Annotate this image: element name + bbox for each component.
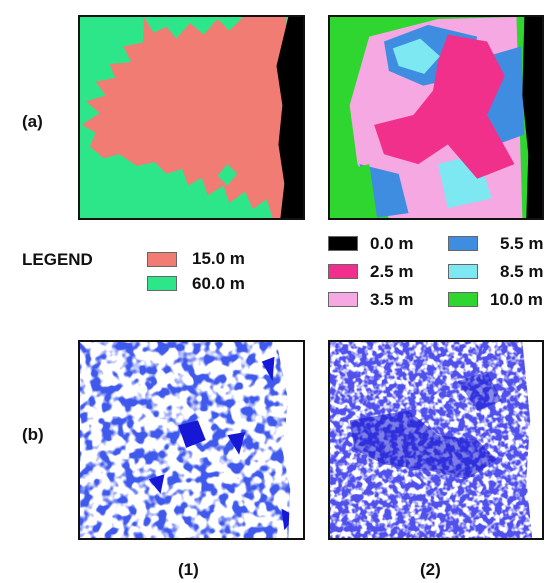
legend-swatch-15m	[147, 252, 177, 267]
legend-title: LEGEND	[22, 250, 93, 269]
map-a1-region-15m-hole	[217, 164, 238, 186]
map-a1-region-15m	[81, 17, 289, 218]
legend-swatch-3-5m	[328, 292, 358, 307]
legend-swatch-10m	[448, 292, 478, 307]
legend-label-3-5m: 3.5 m	[370, 290, 414, 309]
legend-label-0m: 0.0 m	[370, 234, 414, 253]
map-b1-cell-texture	[78, 340, 305, 540]
map-a2-region-2-5m	[374, 34, 515, 179]
map-b1-dark-cell	[148, 474, 165, 494]
legend-label-2-5m: 2.5 m	[370, 262, 414, 281]
map-b1-edge	[276, 342, 303, 538]
legend-label-10m: 10.0 m	[490, 290, 543, 309]
map-b2-dense-region	[349, 410, 497, 480]
legend-label-8-5m: 8.5 m	[500, 262, 544, 281]
map-a2-region-0m	[522, 17, 542, 218]
map-a1-region-0m	[276, 17, 303, 218]
legend-swatch-0m	[328, 236, 358, 251]
map-b2-edge	[522, 342, 542, 538]
map-a2-region-8-5m-a	[392, 38, 440, 74]
legend-label-60m: 60.0 m	[192, 274, 245, 293]
map-b1-dark-cell	[178, 420, 206, 448]
map-b2-dense-texture	[328, 340, 544, 540]
map-a2-region-10m-b	[330, 164, 378, 218]
column-label-2: (2)	[420, 560, 441, 579]
legend-swatch-60m	[147, 276, 177, 291]
map-a1-two-class	[78, 15, 305, 220]
legend-swatch-8-5m	[448, 264, 478, 279]
map-b1-dark-cell	[261, 356, 275, 382]
row-label-b: (b)	[22, 425, 44, 444]
column-label-1: (1)	[178, 560, 199, 579]
map-b1-dark-cell	[281, 508, 297, 531]
legend-label-15m: 15.0 m	[192, 249, 245, 268]
legend-swatch-5-5m	[448, 236, 478, 251]
map-b1-dark-cell	[227, 432, 246, 455]
map-a2-multi-class	[328, 15, 544, 220]
legend-label-5-5m: 5.5 m	[500, 234, 544, 253]
map-b2-dense-region	[457, 371, 502, 411]
legend-swatch-2-5m	[328, 264, 358, 279]
row-label-a: (a)	[22, 112, 43, 131]
